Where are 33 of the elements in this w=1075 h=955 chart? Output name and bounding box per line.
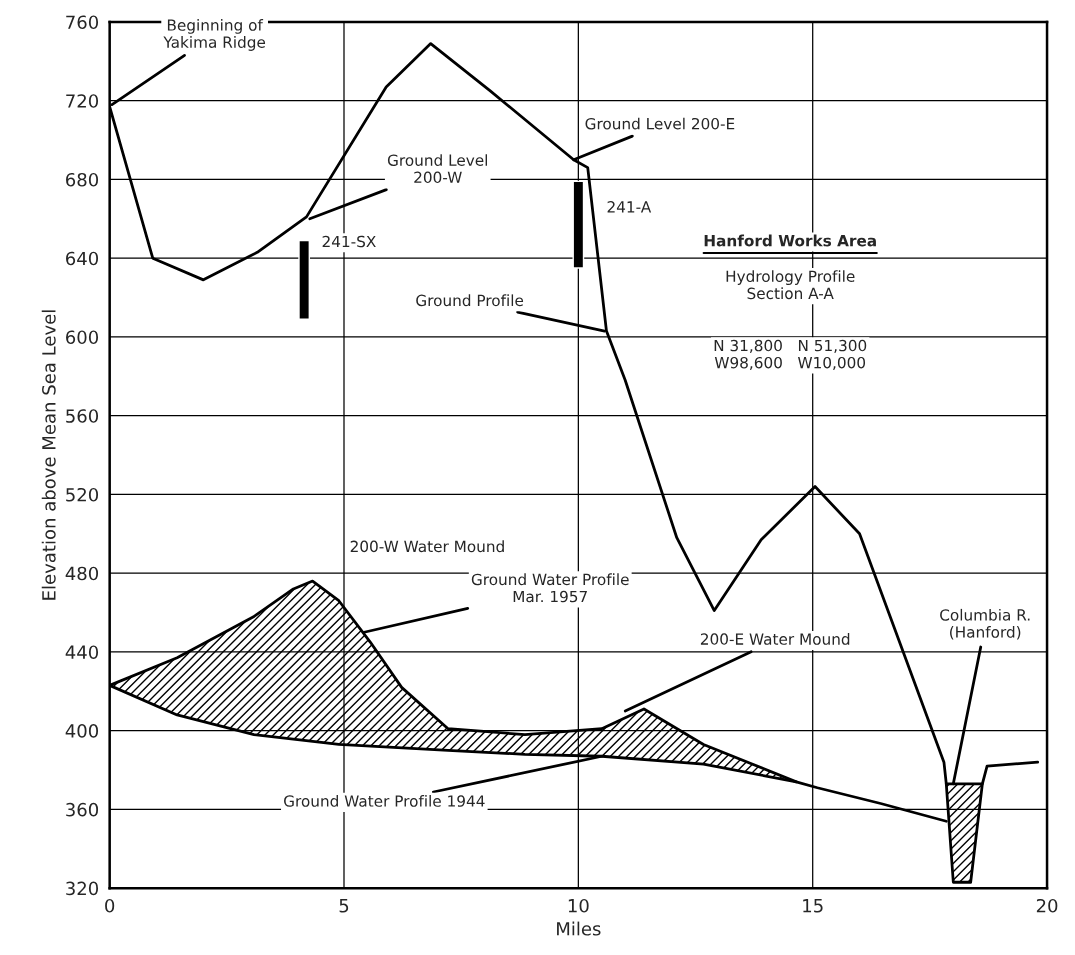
annotation: Columbia R. (Hanford): [940, 608, 1030, 640]
x-axis-title: Miles: [557, 921, 601, 936]
y-tick-label: 600: [66, 330, 99, 345]
x-tick-label: 15: [803, 899, 823, 913]
annotation: Beginning of Yakima Ridge: [163, 19, 266, 51]
y-tick-label: 640: [66, 251, 99, 266]
y-tick-label: 320: [66, 881, 99, 896]
annotation: Ground Water Profile Mar. 1957: [471, 573, 629, 603]
y-tick-label: 440: [65, 645, 99, 660]
annotation: Hanford Works Area: [704, 234, 876, 247]
x-tick-label: 5: [339, 899, 349, 913]
y-tick-label: 560: [66, 409, 99, 423]
annotation: 200-E Water Mound: [700, 633, 850, 645]
annotation: N 31,800 N 51,300 W98,600 W10,000: [714, 339, 867, 370]
annotation: Ground Water Profile 1944: [284, 795, 485, 807]
y-tick-label: 400: [65, 724, 99, 738]
y-tick-label: 360: [66, 802, 99, 817]
annotation: Hydrology Profile Section A-A: [726, 270, 855, 300]
annotation: 200-W Water Mound: [350, 540, 504, 553]
annotation: Ground Profile: [416, 294, 524, 307]
annotation: 241-A: [607, 201, 652, 213]
y-tick-label: 680: [66, 172, 99, 187]
annotation: 241-SX: [322, 235, 376, 248]
x-tick-label: 20: [1036, 898, 1058, 913]
y-tick-label: 760: [66, 15, 99, 30]
y-tick-label: 520: [66, 487, 99, 502]
y-tick-label: 480: [65, 566, 99, 581]
x-tick-label: 10: [568, 898, 589, 913]
y-tick-label: 720: [66, 94, 99, 108]
annotation: Ground Level 200-W: [387, 154, 487, 184]
x-tick-label: 0: [105, 898, 115, 913]
y-axis-title: Elevation above Mean Sea Level: [41, 310, 56, 600]
annotation: Ground Level 200-E: [585, 117, 735, 130]
